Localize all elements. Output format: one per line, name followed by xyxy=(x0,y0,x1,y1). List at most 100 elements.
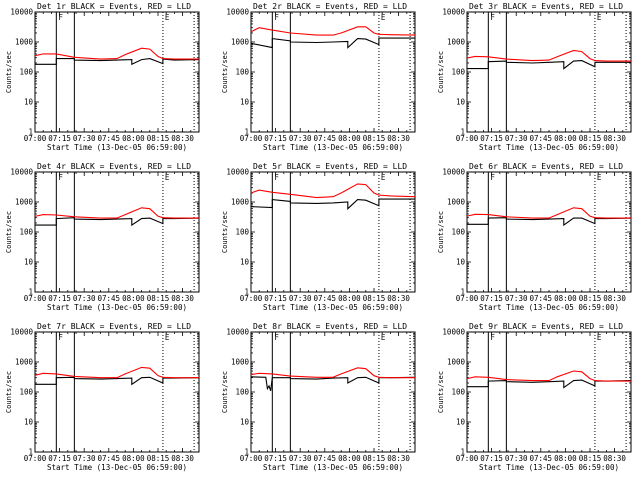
lld-series-line xyxy=(34,207,199,219)
x-tick-label: 08:30 xyxy=(603,294,626,303)
y-tick-label: 1 xyxy=(460,448,465,457)
x-tick-label: 07:00 xyxy=(24,454,47,463)
x-tick-label: 07:30 xyxy=(505,134,528,143)
x-tick-label: 07:15 xyxy=(48,454,71,463)
y-tick-label: 10000 xyxy=(226,168,249,177)
y-tick-label: 1 xyxy=(460,288,465,297)
x-tick-label: 07:45 xyxy=(530,134,553,143)
panel-title: Det 9r BLACK = Events, RED = LLD xyxy=(469,322,623,331)
x-tick-label: 07:45 xyxy=(314,454,337,463)
detector-panel: 1 10 100 1000 10000 07:00 07:15 07:30 07:45 08:00… xyxy=(5,322,200,472)
events-series-line xyxy=(250,198,415,210)
lld-series-line xyxy=(34,47,199,60)
y-tick-label: 1000 xyxy=(447,198,466,207)
y-tick-label: 10 xyxy=(24,98,34,107)
x-tick-label: 07:30 xyxy=(505,294,528,303)
plot-frame xyxy=(34,331,200,453)
x-tick-label: 08:30 xyxy=(603,454,626,463)
marker-label: F xyxy=(490,13,495,22)
marker-label: F xyxy=(490,333,495,342)
y-tick-label: 10000 xyxy=(442,168,465,177)
x-tick-label: 07:15 xyxy=(480,294,503,303)
y-tick-label: 1 xyxy=(244,288,249,297)
x-tick-label: 07:15 xyxy=(48,294,71,303)
y-tick-label: 1000 xyxy=(15,358,34,367)
y-tick-label: 1000 xyxy=(231,358,250,367)
events-series-line xyxy=(467,379,632,389)
y-tick-label: 10 xyxy=(240,98,250,107)
x-tick-label: 08:00 xyxy=(122,294,145,303)
plot-frame xyxy=(34,171,200,293)
y-tick-label: 10000 xyxy=(226,328,249,337)
panel-title: Det 7r BLACK = Events, RED = LLD xyxy=(37,322,191,331)
detector-panel: 1 10 100 1000 10000 07:00 07:15 07:30 07:45 08:00… xyxy=(437,162,632,312)
lld-series-line xyxy=(34,366,199,379)
x-tick-label: 08:30 xyxy=(171,454,194,463)
panel-title: Det 8r BLACK = Events, RED = LLD xyxy=(253,322,407,331)
x-tick-label: 07:30 xyxy=(73,294,96,303)
plot-frame xyxy=(466,331,632,453)
x-tick-label: 08:15 xyxy=(579,454,602,463)
y-tick-label: 10 xyxy=(456,98,466,107)
x-tick-label: 07:15 xyxy=(48,134,71,143)
x-tick-label: 08:30 xyxy=(387,454,410,463)
panel-title: Det 3r BLACK = Events, RED = LLD xyxy=(469,2,623,11)
x-tick-label: 08:00 xyxy=(338,454,361,463)
y-tick-label: 1 xyxy=(244,448,249,457)
y-axis-label: Counts/sec xyxy=(437,51,445,93)
y-tick-label: 100 xyxy=(19,68,33,77)
x-tick-label: 08:30 xyxy=(603,134,626,143)
x-tick-label: 08:00 xyxy=(122,134,145,143)
y-tick-label: 100 xyxy=(19,388,33,397)
y-tick-label: 100 xyxy=(451,68,465,77)
x-tick-label: 07:30 xyxy=(289,134,312,143)
plot-frame xyxy=(466,171,632,293)
panel-title: Det 2r BLACK = Events, RED = LLD xyxy=(253,2,407,11)
x-tick-label: 07:30 xyxy=(73,134,96,143)
x-tick-label: 07:00 xyxy=(24,294,47,303)
x-tick-label: 08:30 xyxy=(171,294,194,303)
plot-frame xyxy=(250,11,416,133)
y-tick-label: 1 xyxy=(28,288,33,297)
x-axis-label: Start Time (13-Dec-05 06:59:00) xyxy=(479,143,619,152)
x-tick-label: 07:30 xyxy=(289,454,312,463)
y-axis-label: Counts/sec xyxy=(221,51,229,93)
y-tick-label: 100 xyxy=(235,388,249,397)
marker-label: F xyxy=(490,173,495,182)
x-axis-label: Start Time (13-Dec-05 06:59:00) xyxy=(479,463,619,472)
x-axis-label: Start Time (13-Dec-05 06:59:00) xyxy=(47,143,187,152)
y-axis-label: Counts/sec xyxy=(437,371,445,413)
events-series-line xyxy=(35,376,200,386)
x-tick-label: 08:15 xyxy=(363,454,386,463)
marker-label: F xyxy=(274,173,279,182)
y-tick-label: 10000 xyxy=(442,328,465,337)
marker-label: F xyxy=(274,13,279,22)
y-tick-label: 10000 xyxy=(10,328,33,337)
y-tick-label: 10000 xyxy=(226,8,249,17)
marker-label: E xyxy=(165,333,170,342)
detector-panel: 1 10 100 1000 10000 07:00 07:15 07:30 07:45 08:00… xyxy=(437,322,632,472)
panel-title: Det 6r BLACK = Events, RED = LLD xyxy=(469,162,623,171)
marker-label: F xyxy=(274,333,279,342)
y-tick-label: 1 xyxy=(28,448,33,457)
y-tick-label: 100 xyxy=(451,228,465,237)
x-tick-label: 07:45 xyxy=(98,294,121,303)
y-tick-label: 1000 xyxy=(15,38,34,47)
x-tick-label: 07:45 xyxy=(530,294,553,303)
x-tick-label: 08:15 xyxy=(147,134,170,143)
y-tick-label: 10 xyxy=(240,258,250,267)
x-tick-label: 07:45 xyxy=(98,454,121,463)
y-tick-label: 1000 xyxy=(231,38,250,47)
x-tick-label: 08:15 xyxy=(363,294,386,303)
y-tick-label: 100 xyxy=(451,388,465,397)
lld-series-line xyxy=(250,367,415,379)
x-tick-label: 07:15 xyxy=(480,134,503,143)
y-tick-label: 1 xyxy=(460,128,465,137)
x-tick-label: 07:45 xyxy=(314,134,337,143)
x-tick-label: 08:15 xyxy=(579,294,602,303)
marker-label: F xyxy=(58,13,63,22)
x-tick-label: 07:45 xyxy=(98,134,121,143)
lld-series-line xyxy=(466,207,631,219)
x-axis-label: Start Time (13-Dec-05 06:59:00) xyxy=(479,303,619,312)
